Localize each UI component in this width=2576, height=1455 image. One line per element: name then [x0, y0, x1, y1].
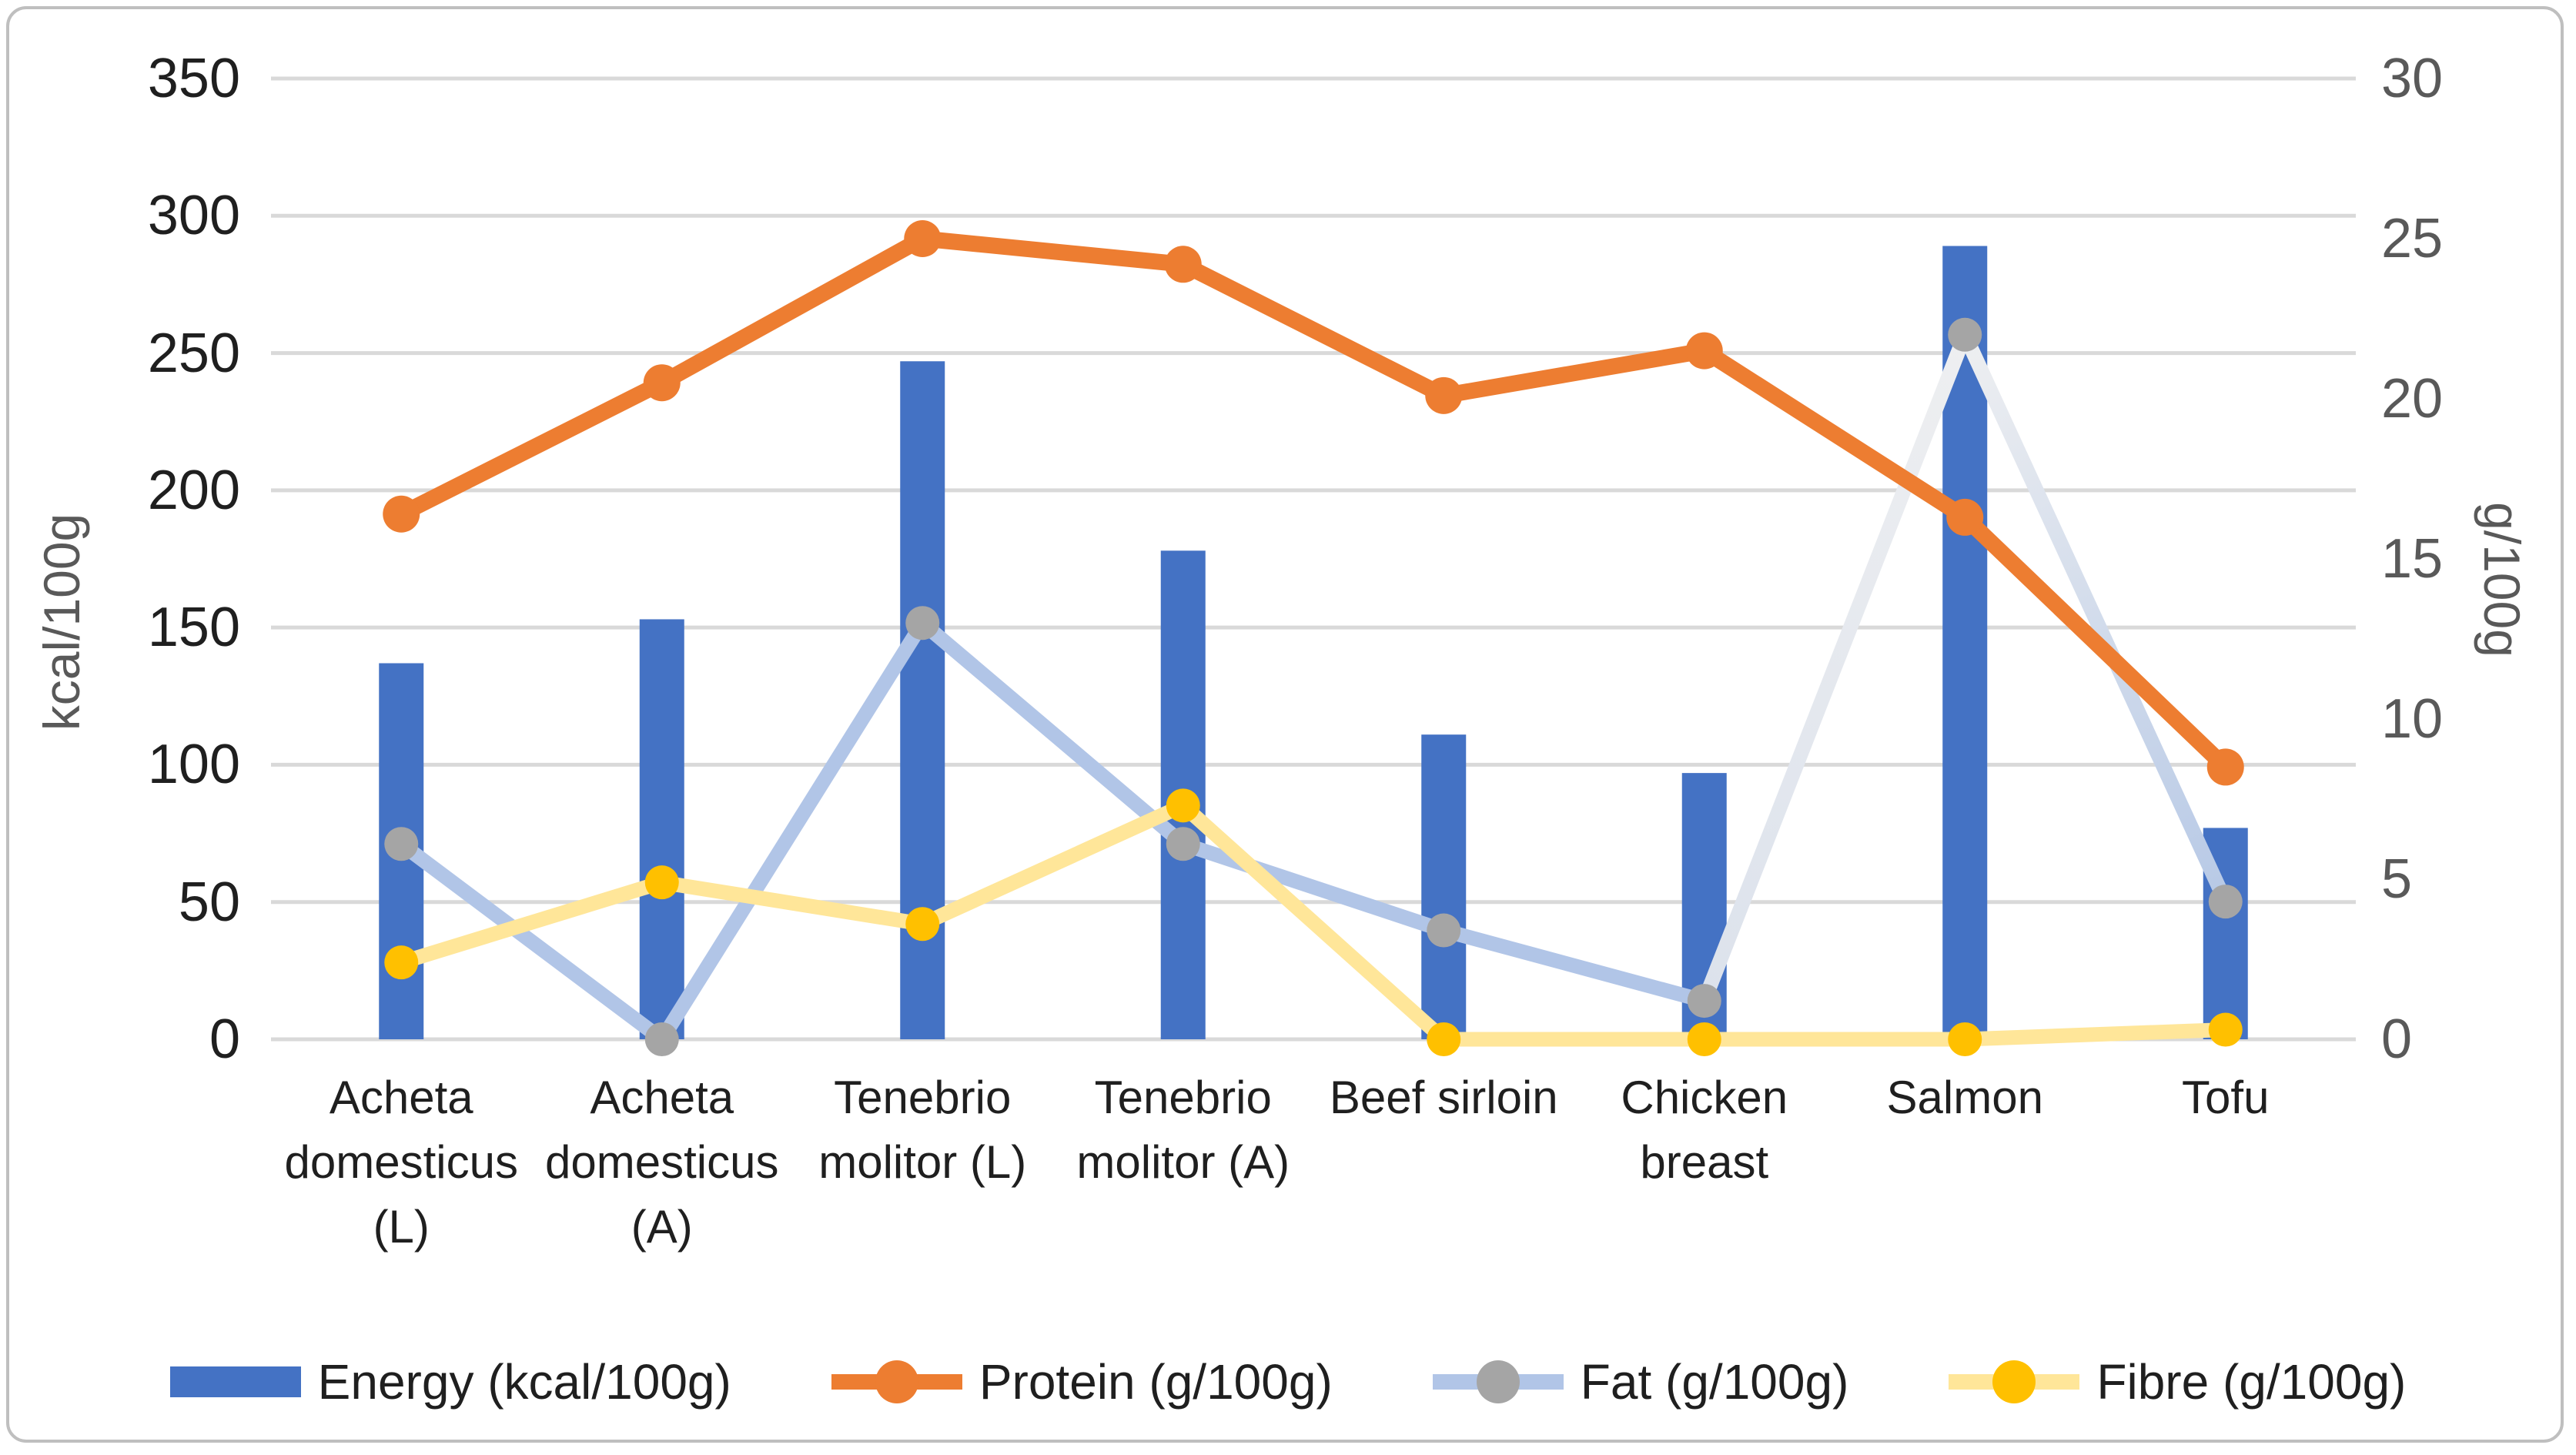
fibre-marker-icon: [1992, 1360, 2036, 1403]
right-tick-label: 15: [2381, 528, 2444, 590]
legend-item-fibre: Fibre (g/100g): [1949, 1353, 2406, 1410]
category-label: Chicken breast: [1621, 1072, 1788, 1188]
right-tick-label: 10: [2381, 688, 2444, 750]
category-label: Tenebrio molitor (A): [1076, 1072, 1290, 1188]
fat-marker-icon: [1476, 1360, 1520, 1403]
right-tick-label: 25: [2381, 208, 2444, 269]
category-label: Beef sirloin: [1329, 1072, 1558, 1123]
left-tick-label: 200: [147, 459, 240, 521]
left-tick-label: 100: [147, 734, 240, 796]
fibre-line-swatch-icon: [1949, 1359, 2080, 1405]
chart-legend: Energy (kcal/100g) Protein (g/100g) Fat …: [0, 1353, 2576, 1410]
legend-item-energy: Energy (kcal/100g): [169, 1353, 731, 1410]
category-label: Salmon: [1886, 1072, 2043, 1123]
legend-label: Fat (g/100g): [1580, 1354, 1849, 1410]
category-label: Tofu: [2182, 1072, 2270, 1123]
left-tick-label: 50: [178, 871, 240, 933]
legend-label: Protein (g/100g): [979, 1354, 1333, 1410]
right-tick-label: 5: [2381, 848, 2413, 910]
left-axis-title: kcal/100g: [33, 513, 90, 731]
left-tick-label: 150: [147, 597, 240, 659]
right-tick-label: 0: [2381, 1008, 2413, 1070]
protein-marker-icon: [875, 1360, 918, 1403]
left-tick-label: 350: [147, 48, 240, 109]
right-tick-label: 20: [2381, 368, 2444, 430]
energy-bar-swatch-icon: [169, 1366, 301, 1397]
left-tick-label: 0: [209, 1008, 240, 1070]
legend-label: Energy (kcal/100g): [317, 1354, 731, 1410]
fat-line-swatch-icon: [1432, 1359, 1564, 1405]
left-tick-label: 250: [147, 322, 240, 384]
legend-item-protein: Protein (g/100g): [831, 1353, 1333, 1410]
protein-line-swatch-icon: [831, 1359, 962, 1405]
category-label: Acheta domesticus (L): [284, 1072, 518, 1253]
category-label: Acheta domesticus (A): [545, 1072, 779, 1253]
legend-label: Fibre (g/100g): [2096, 1354, 2407, 1410]
category-label: Tenebrio molitor (L): [818, 1072, 1027, 1188]
legend-item-fat: Fat (g/100g): [1432, 1353, 1849, 1410]
right-axis-title: g/100g: [2474, 502, 2531, 657]
left-tick-label: 300: [147, 185, 240, 247]
right-tick-label: 30: [2381, 48, 2444, 109]
